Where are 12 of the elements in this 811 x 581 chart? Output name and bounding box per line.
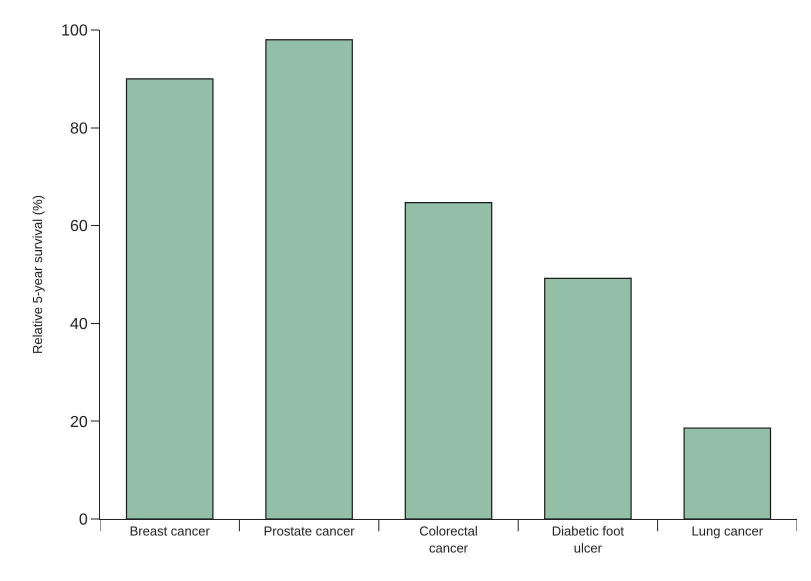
y-tick-label: 20 — [70, 414, 88, 431]
y-tick-label: 0 — [78, 512, 88, 529]
x-tick-label: Diabetic foot ulcer — [552, 524, 624, 556]
x-tick-label: Lung cancer — [692, 524, 764, 539]
y-tick-label: 80 — [70, 120, 88, 138]
x-tick-label: Prostate cancer — [264, 524, 356, 539]
y-tick-label: 60 — [70, 218, 88, 236]
x-tick-label: Breast cancer — [130, 524, 210, 539]
y-axis-title: Relative 5-year survival (%) — [30, 195, 46, 354]
x-tick-label: Colorectal cancer — [419, 524, 478, 556]
y-tick-label: 100 — [61, 22, 88, 40]
y-tick-label: 40 — [70, 316, 88, 333]
